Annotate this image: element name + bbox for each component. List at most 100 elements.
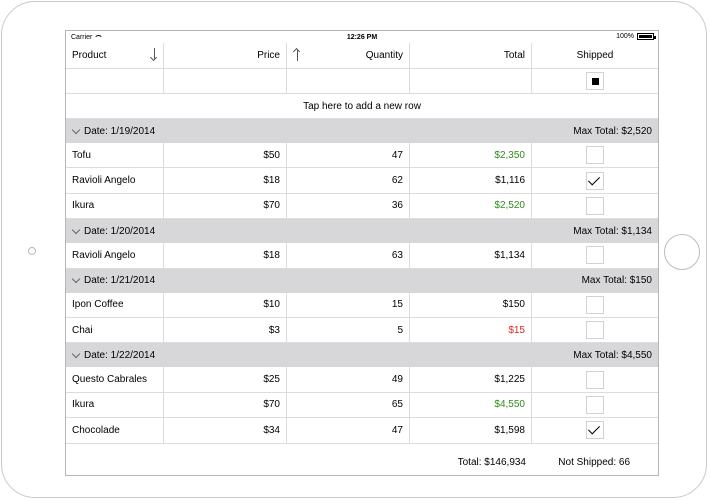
column-header-quantity[interactable]: Quantity xyxy=(287,43,410,68)
group-header[interactable]: Date: 1/21/2014 Max Total: $150 xyxy=(66,268,658,293)
shipped-filter-checkbox[interactable] xyxy=(586,72,604,90)
cell-shipped[interactable] xyxy=(532,243,658,267)
cell-total[interactable]: $1,116 xyxy=(410,168,532,193)
group-label: Date: 1/21/2014 xyxy=(84,275,156,287)
cell-product[interactable]: Ravioli Angelo xyxy=(66,168,164,193)
group-header[interactable]: Date: 1/22/2014 Max Total: $4,550 xyxy=(66,343,658,368)
cell-product[interactable]: Questo Cabrales xyxy=(66,367,164,392)
group-header[interactable]: Date: 1/19/2014 Max Total: $2,520 xyxy=(66,119,658,143)
chevron-down-icon[interactable] xyxy=(71,349,81,359)
group-header-left: Date: 1/20/2014 xyxy=(71,225,155,237)
cell-price[interactable]: $70 xyxy=(164,193,287,219)
cell-product[interactable]: Ikura xyxy=(66,392,164,418)
column-header-shipped[interactable]: Shipped xyxy=(532,43,658,68)
cell-price[interactable]: $18 xyxy=(164,168,287,193)
table-row[interactable]: Questo Cabrales $25 49 $1,225 xyxy=(66,367,658,393)
cell-quantity[interactable]: 62 xyxy=(287,168,410,193)
price-value: $25 xyxy=(263,374,280,386)
cell-product[interactable]: Chai xyxy=(66,317,164,343)
cell-total[interactable]: $1,225 xyxy=(410,367,532,392)
cell-total[interactable]: $4,550 xyxy=(410,392,532,418)
cell-shipped[interactable] xyxy=(532,318,658,342)
column-header-total[interactable]: Total xyxy=(410,43,532,68)
cell-shipped[interactable] xyxy=(532,143,658,167)
cell-quantity[interactable]: 15 xyxy=(287,292,410,317)
cell-price[interactable]: $3 xyxy=(164,317,287,343)
cell-price[interactable]: $25 xyxy=(164,367,287,392)
cell-shipped[interactable] xyxy=(532,393,658,417)
column-header-label: Shipped xyxy=(576,50,614,61)
cell-total[interactable]: $1,598 xyxy=(410,418,532,443)
checkmark-icon xyxy=(587,173,601,186)
shipped-checkbox[interactable] xyxy=(586,395,604,414)
table-row[interactable]: Chocolade $34 47 $1,598 xyxy=(66,418,658,444)
cell-total[interactable]: $2,350 xyxy=(410,143,532,168)
group-label: Date: 1/22/2014 xyxy=(84,349,156,361)
filter-cell-total[interactable] xyxy=(410,69,532,93)
summary-footer: Total: $146,934 Not Shipped: 66 xyxy=(66,451,658,475)
new-row-placeholder[interactable]: Tap here to add a new row xyxy=(66,94,658,119)
cell-total[interactable]: $2,520 xyxy=(410,193,532,219)
cell-price[interactable]: $18 xyxy=(164,243,287,268)
cell-product[interactable]: Ipon Coffee xyxy=(66,292,164,317)
cell-price[interactable]: $10 xyxy=(164,292,287,317)
table-row[interactable]: Chai $3 5 $15 xyxy=(66,317,658,344)
chevron-down-icon[interactable] xyxy=(71,225,81,234)
new-row-hint: Tap here to add a new row xyxy=(303,100,421,112)
battery-icon xyxy=(637,33,656,40)
column-header-product[interactable]: Product xyxy=(66,43,164,68)
shipped-checkbox[interactable] xyxy=(586,246,604,265)
table-row[interactable]: Ravioli Angelo $18 62 $1,116 xyxy=(66,168,658,194)
shipped-checkbox[interactable] xyxy=(586,421,604,440)
cell-quantity[interactable]: 47 xyxy=(287,143,410,168)
cell-price[interactable]: $50 xyxy=(164,143,287,168)
grouped-rows: Date: 1/19/2014 Max Total: $2,520 Tofu $50 4… xyxy=(66,119,658,444)
shipped-checkbox[interactable] xyxy=(586,321,604,340)
cell-shipped[interactable] xyxy=(532,418,658,442)
cell-quantity[interactable]: 47 xyxy=(287,418,410,443)
cell-shipped[interactable] xyxy=(532,168,658,192)
filter-cell-quantity[interactable] xyxy=(287,69,410,93)
cell-price[interactable]: $70 xyxy=(164,392,287,418)
chevron-down-icon[interactable] xyxy=(71,125,81,134)
filter-cell-shipped[interactable] xyxy=(532,69,658,93)
wifi-icon xyxy=(95,35,103,40)
cell-total[interactable]: $1,134 xyxy=(410,243,532,268)
cell-price[interactable]: $34 xyxy=(164,418,287,443)
table-row[interactable]: Ikura $70 36 $2,520 xyxy=(66,193,658,220)
cell-total[interactable]: $150 xyxy=(410,292,532,317)
shipped-checkbox[interactable] xyxy=(586,171,604,190)
cell-shipped[interactable] xyxy=(532,194,658,218)
cell-quantity[interactable]: 63 xyxy=(287,243,410,268)
group-header[interactable]: Date: 1/20/2014 Max Total: $1,134 xyxy=(66,219,658,244)
column-header-price[interactable]: Price xyxy=(164,43,287,68)
cell-product[interactable]: Ikura xyxy=(66,193,164,219)
cell-product[interactable]: Tofu xyxy=(66,143,164,168)
quantity-value: 47 xyxy=(391,149,403,161)
filter-cell-product[interactable] xyxy=(66,69,164,93)
shipped-checkbox[interactable] xyxy=(586,370,604,389)
shipped-checkbox[interactable] xyxy=(586,146,604,165)
cell-product[interactable]: Chocolade xyxy=(66,418,164,443)
cell-shipped[interactable] xyxy=(532,367,658,391)
cell-product[interactable]: Ravioli Angelo xyxy=(66,243,164,268)
screen: Carrier 12:26 PM 100% Product Price xyxy=(65,30,659,476)
cell-quantity[interactable]: 49 xyxy=(287,367,410,392)
table-row[interactable]: Ipon Coffee $10 15 $150 xyxy=(66,292,658,318)
table-row[interactable]: Ravioli Angelo $18 63 $1,134 xyxy=(66,243,658,269)
price-value: $70 xyxy=(263,399,280,411)
table-row[interactable]: Ikura $70 65 $4,550 xyxy=(66,392,658,419)
table-row[interactable]: Tofu $50 47 $2,350 xyxy=(66,143,658,169)
cell-shipped[interactable] xyxy=(532,293,658,317)
cell-total[interactable]: $15 xyxy=(410,317,532,343)
filter-cell-price[interactable] xyxy=(164,69,287,93)
cell-quantity[interactable]: 5 xyxy=(287,317,410,343)
column-header-label: Total xyxy=(503,50,525,61)
cell-quantity[interactable]: 36 xyxy=(287,193,410,219)
cell-quantity[interactable]: 65 xyxy=(287,392,410,418)
shipped-checkbox[interactable] xyxy=(586,295,604,314)
shipped-checkbox[interactable] xyxy=(586,196,604,215)
home-button[interactable] xyxy=(664,234,700,270)
chevron-down-icon[interactable] xyxy=(71,274,81,284)
quantity-value: 49 xyxy=(391,374,403,386)
